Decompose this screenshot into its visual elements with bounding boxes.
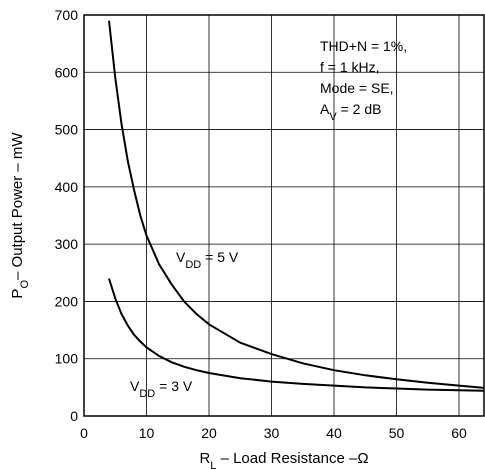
x-tick-label: 40 [326,425,342,441]
curve-vdd-5v [108,20,485,389]
annotation-gain-sub: V [329,111,337,123]
series-label-sub: DD [139,388,155,400]
plot-frame [83,14,485,417]
y-tick-label: 600 [55,64,79,80]
y-tick-label: 300 [55,236,79,252]
series-label-rest: = 3 V [155,378,193,394]
conditions-annotation: THD+N = 1%, f = 1 kHz, Mode = SE, AV = 2 dB [320,38,407,123]
series-label-sub: DD [185,259,201,271]
curve-vdd-3v [108,278,485,392]
y-axis-label-sub: O [19,280,31,289]
series-label-vdd-3v: VDD = 3 V [130,378,193,400]
y-axis-label-main: P [9,289,26,299]
x-tick-label: 50 [389,425,405,441]
annotation-gain-main: A [320,101,330,117]
x-tick-label: 60 [451,425,467,441]
y-tick-label: 400 [55,179,79,195]
x-axis-label-sub: L [210,460,216,469]
y-tick-label: 200 [55,293,79,309]
annotation-line: f = 1 kHz, [320,59,380,75]
y-tick-label: 0 [70,408,78,424]
series-label-vdd-5v: VDD = 5 V [176,249,239,271]
series-label-main: V [176,249,186,265]
annotation-line: THD+N = 1%, [320,38,407,54]
y-tick-label: 500 [55,122,79,138]
x-tick-label: 10 [139,425,155,441]
annotation-line: Mode = SE, [320,80,394,96]
x-tick-label: 0 [80,425,88,441]
grid [84,14,484,416]
x-axis-label-rest: – Load Resistance –Ω [216,450,368,467]
x-tick-label: 20 [201,425,217,441]
series-label-rest: = 5 V [201,249,239,265]
series-label-main: V [130,378,140,394]
annotation-gain: AV = 2 dB [320,101,381,123]
y-tick-label: 700 [55,7,79,23]
y-axis-label-rest: – Output Power – mW [9,132,26,280]
y-tick-labels: 0 100 200 300 400 500 600 700 [55,7,79,424]
annotation-gain-rest: = 2 dB [337,101,382,117]
x-tick-label: 30 [264,425,280,441]
curves [108,20,485,392]
x-tick-labels: 0 10 20 30 40 50 60 [80,425,467,441]
x-axis-label: RL – Load Resistance –Ω [199,450,368,469]
y-axis-label: PO– Output Power – mW [9,132,31,299]
x-axis-label-main: R [199,450,210,467]
y-tick-label: 100 [55,351,79,367]
